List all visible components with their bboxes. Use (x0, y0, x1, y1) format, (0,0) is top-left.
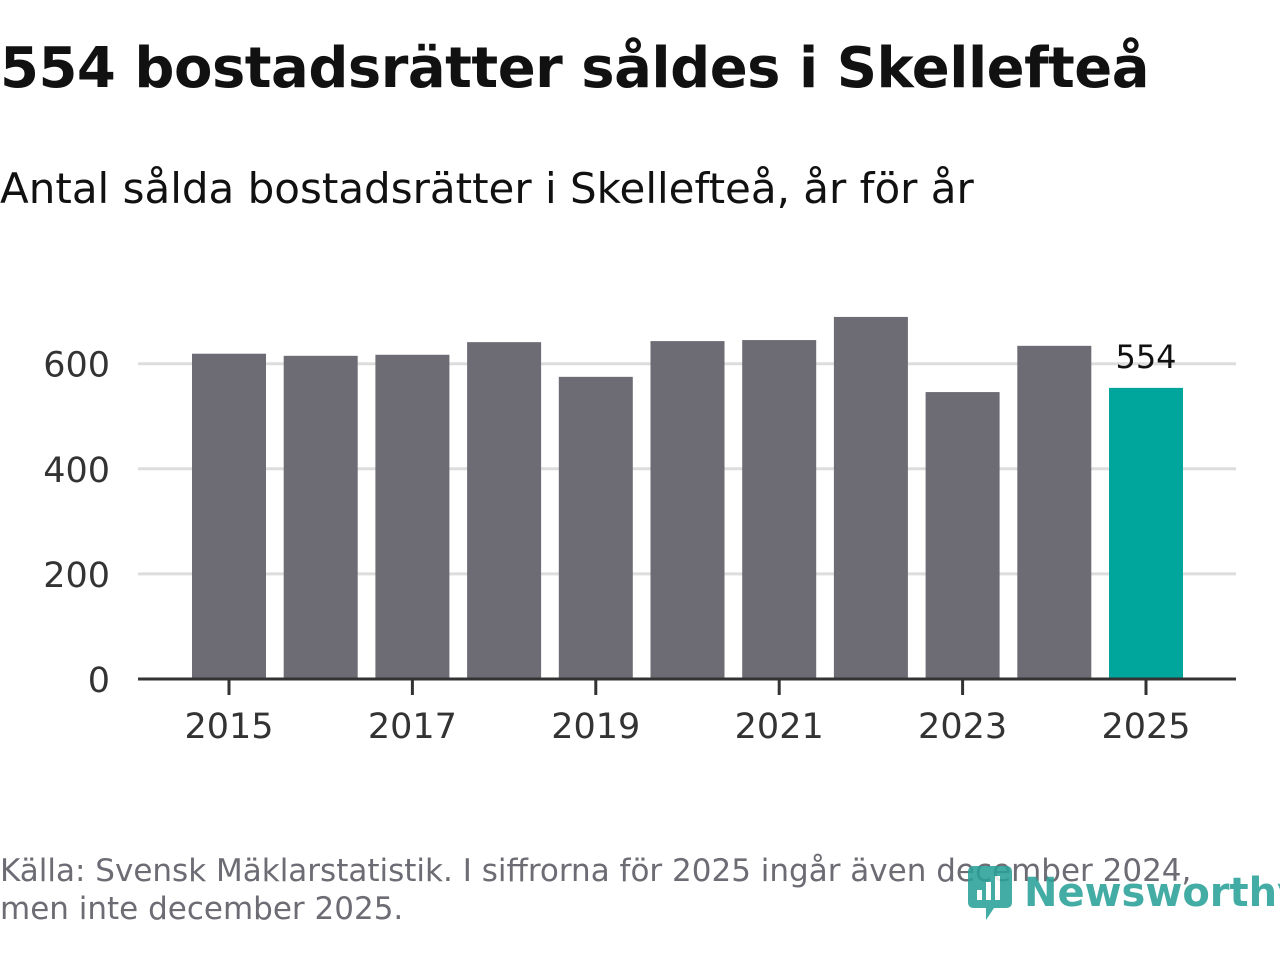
y-tick-label-400: 400 (43, 451, 110, 491)
y-tick-label-200: 200 (43, 556, 110, 596)
bar-2015 (192, 353, 266, 679)
bar-2024 (1017, 345, 1092, 679)
x-tick-label-2015: 2015 (184, 707, 273, 747)
bar-2021 (742, 340, 817, 679)
x-tick-label-2025: 2025 (1101, 707, 1190, 747)
newsworthy-logo-icon (968, 866, 1012, 920)
x-tick-label-2021: 2021 (735, 707, 824, 747)
bar-2023 (925, 392, 1000, 679)
chart-title: 554 bostadsrätter såldes i Skellefteå (0, 36, 1150, 101)
bar-2017 (375, 354, 450, 679)
bar-2025 (1109, 387, 1183, 679)
chart-subtitle: Antal sålda bostadsrätter i Skellefteå, … (0, 164, 974, 213)
bar-2020 (650, 341, 725, 679)
y-tick-label-600: 600 (43, 346, 110, 386)
logo-text: Newsworthy (1024, 870, 1280, 916)
newsworthy-logo: Newsworthy (964, 862, 1280, 924)
y-tick-label-0: 0 (88, 661, 110, 701)
bar-chart: 0 200 400 600 554 2015 2017 2019 2021 2023 2025 (43, 316, 1236, 747)
data-label-2025: 554 (1115, 338, 1176, 376)
bar-2016 (283, 355, 358, 679)
x-tick-label-2019: 2019 (551, 707, 640, 747)
bar-2019 (558, 376, 633, 679)
bar-2018 (467, 342, 542, 679)
bar-2022 (833, 316, 908, 679)
x-tick-label-2017: 2017 (368, 707, 457, 747)
x-tick-label-2023: 2023 (918, 707, 1007, 747)
